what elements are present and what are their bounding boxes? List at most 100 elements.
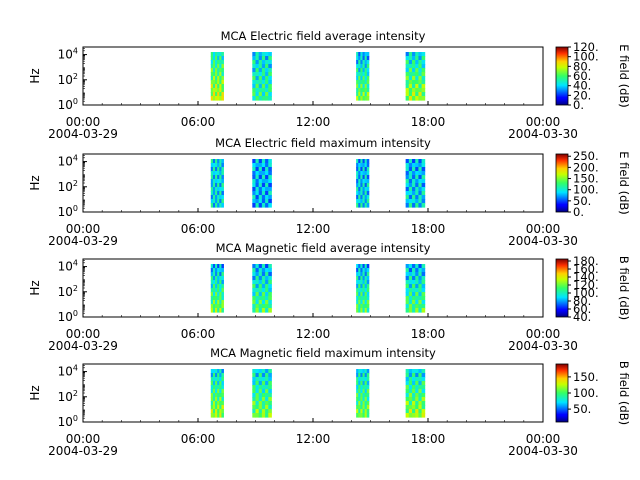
spectrogram-cell — [210, 187, 214, 192]
spectrogram-cell — [221, 199, 224, 204]
spectrogram-cell — [412, 72, 416, 77]
colorbar-label: E field (dB) — [617, 44, 631, 108]
spectrogram-cell — [358, 96, 361, 101]
spectrogram-cell — [358, 64, 361, 69]
y-tick-label: 100 — [58, 204, 78, 219]
data-segment — [405, 159, 426, 208]
spectrogram-cell — [261, 199, 266, 204]
spectrogram-cell — [362, 393, 366, 398]
spectrogram-cell — [255, 159, 260, 164]
spectrogram-cell — [356, 264, 359, 269]
spectrogram-cell — [421, 385, 426, 390]
spectrogram-cell — [261, 381, 266, 386]
spectrogram-cell — [418, 68, 423, 73]
spectrogram-cell — [210, 308, 214, 313]
colorbar-tick-label: 80. — [573, 294, 591, 308]
spectrogram-cell — [210, 377, 214, 382]
spectrogram-cell — [421, 52, 426, 57]
spectrogram-cell — [261, 373, 266, 378]
spectrogram-cell — [215, 80, 218, 85]
spectrogram-cell — [252, 296, 256, 301]
spectrogram-cell — [356, 84, 359, 89]
spectrogram-cell — [405, 64, 410, 69]
spectrogram-cell — [405, 284, 410, 289]
spectrogram-cell — [364, 76, 368, 81]
spectrogram-cell — [418, 296, 423, 301]
spectrogram-cell — [405, 179, 410, 184]
spectrogram-cell — [215, 175, 218, 180]
spectrogram-cell — [252, 264, 256, 269]
spectrogram-cell — [255, 304, 260, 309]
spectrogram-cell — [412, 308, 416, 313]
spectrogram-cell — [252, 195, 256, 200]
spectrogram-cell — [217, 377, 220, 382]
spectrogram-cell — [358, 304, 361, 309]
spectrogram-cell — [364, 292, 368, 297]
spectrogram-cell — [412, 264, 416, 269]
spectrogram-cell — [358, 300, 361, 305]
spectrogram-cell — [265, 175, 269, 180]
spectrogram-cell — [364, 381, 368, 386]
spectrogram-cell — [252, 276, 256, 281]
spectrogram-cell — [217, 183, 220, 188]
spectrogram-cell — [362, 272, 366, 277]
spectrogram-cell — [210, 167, 214, 172]
spectrogram-cell — [366, 96, 370, 101]
plot-frame — [82, 258, 544, 318]
colorbar — [555, 153, 569, 213]
x-tick-time: 00:00 — [66, 115, 101, 129]
spectrogram-cell — [217, 272, 220, 277]
y-tick-base: 10 — [58, 48, 73, 62]
spectrogram-cell — [366, 80, 370, 85]
spectrogram-cell — [210, 56, 214, 61]
spectrogram-cell — [362, 389, 366, 394]
spectrogram-cell — [219, 191, 222, 196]
spectrogram-cell — [405, 92, 410, 97]
spectrogram-cell — [356, 159, 359, 164]
spectrogram-cell — [261, 80, 266, 85]
spectrogram-cell — [358, 56, 361, 61]
spectrogram-cell — [215, 288, 218, 293]
spectrogram-cell — [215, 393, 218, 398]
spectrogram-cell — [219, 381, 222, 386]
spectrogram-cell — [418, 64, 423, 69]
spectrogram-cell — [362, 276, 366, 281]
spectrogram-cell — [265, 280, 269, 285]
colorbar-tick-label: 40. — [573, 79, 591, 93]
spectrogram-cell — [418, 88, 423, 93]
spectrogram-cell — [412, 373, 416, 378]
spectrogram-cell — [418, 159, 423, 164]
spectrogram-cell — [362, 195, 366, 200]
spectrogram-cell — [215, 373, 218, 378]
data-segment — [210, 264, 224, 313]
spectrogram-cell — [261, 179, 266, 184]
spectrogram-cell — [219, 268, 222, 273]
y-tick-base: 10 — [58, 260, 73, 274]
spectrogram-cell — [255, 280, 260, 285]
spectrogram-cell — [418, 80, 423, 85]
spectrogram-cell — [366, 280, 370, 285]
spectrogram-cell — [408, 377, 413, 382]
spectrogram-cell — [219, 199, 222, 204]
y-tick-base: 10 — [58, 285, 73, 299]
spectrogram-cell — [358, 163, 361, 168]
spectrogram-cell — [358, 179, 361, 184]
spectrogram-cell — [219, 72, 222, 77]
spectrogram-cell — [362, 300, 366, 305]
spectrogram-cell — [360, 405, 363, 410]
spectrogram-cell — [265, 195, 269, 200]
spectrogram-cell — [252, 405, 256, 410]
x-tick-time: 00:00 — [66, 432, 101, 446]
spectrogram-cell — [421, 405, 426, 410]
spectrogram-cell — [405, 272, 410, 277]
spectrogram-cell — [215, 284, 218, 289]
spectrogram-cell — [258, 163, 263, 168]
spectrogram-cell — [258, 304, 263, 309]
spectrogram-cell — [261, 369, 266, 374]
spectrogram-cell — [356, 304, 359, 309]
spectrogram-cell — [261, 96, 266, 101]
spectrogram-cell — [255, 167, 260, 172]
spectrogram-cell — [252, 159, 256, 164]
spectrogram-cell — [421, 60, 426, 65]
spectrogram-cell — [210, 84, 214, 89]
